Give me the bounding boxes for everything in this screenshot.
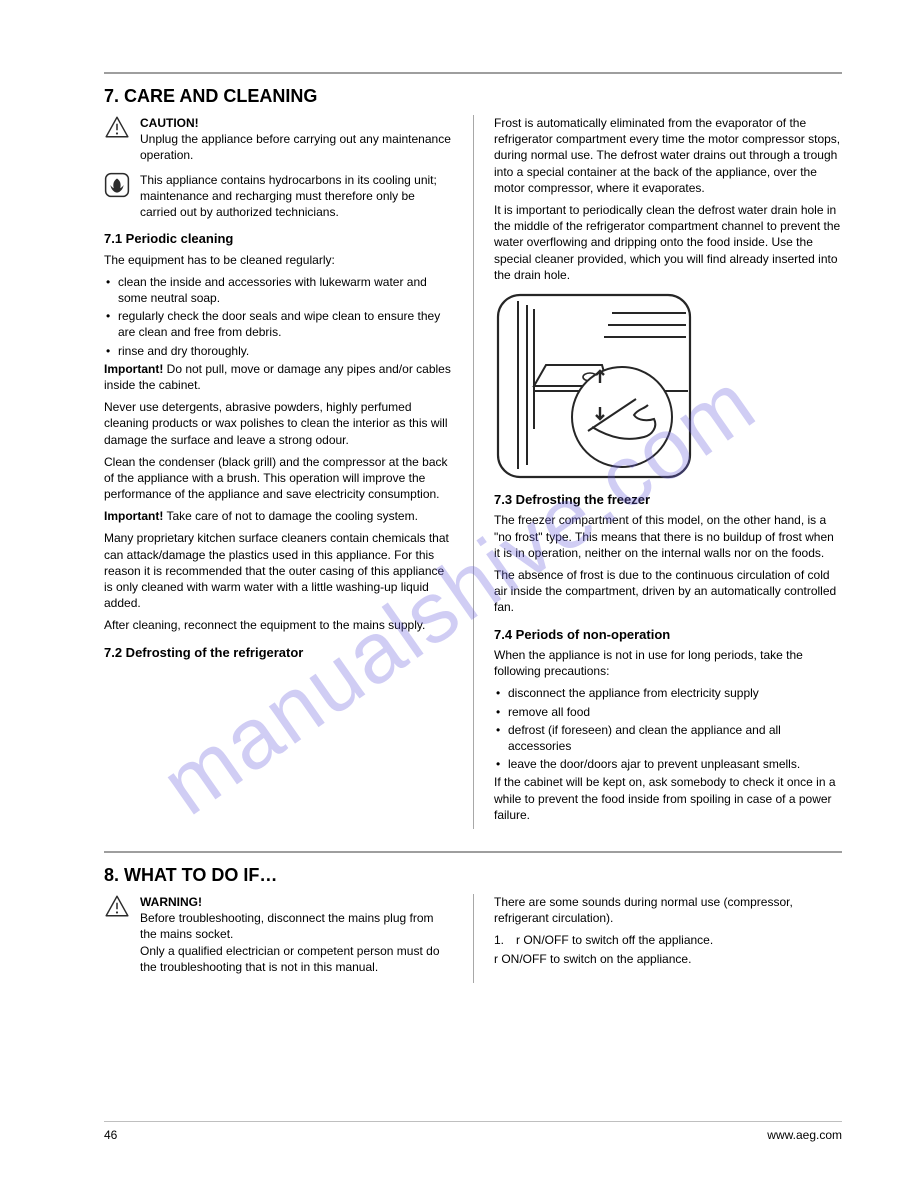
care-col-left: CAUTION! Unplug the appliance before car… (104, 115, 473, 829)
important-label: Important! (104, 362, 163, 376)
para-nofrost: The freezer compartment of this model, o… (494, 512, 842, 561)
para-sounds: There are some sounds during normal use … (494, 894, 842, 926)
list-item: clean the inside and accessories with lu… (104, 274, 453, 306)
important-text-1b: Never use detergents, abrasive powders, … (104, 399, 453, 448)
list-item: defrost (if foreseen) and clean the appl… (494, 722, 842, 754)
list-item: regularly check the door seals and wipe … (104, 308, 453, 340)
caution-icon (104, 115, 130, 164)
warning-icon (104, 894, 130, 975)
para-reconnect: After cleaning, reconnect the equipment … (104, 617, 453, 633)
subhead-defrost-freezer: 7.3 Defrosting the freezer (494, 491, 842, 509)
care-col-right: Frost is automatically eliminated from t… (473, 115, 842, 829)
section-rule (104, 72, 842, 74)
eco-icon (104, 172, 130, 221)
troubleshoot-col-left: WARNING! Before troubleshooting, disconn… (104, 894, 473, 983)
important-text-2: Take care of not to damage the cooling s… (163, 509, 418, 523)
list-item: rinse and dry thoroughly. (104, 343, 453, 359)
eco-text: This appliance contains hydrocarbons in … (140, 173, 437, 219)
footer-site: www.aeg.com (767, 1128, 842, 1142)
section-title-troubleshoot: 8. WHAT TO DO IF… (104, 865, 842, 886)
list-item: disconnect the appliance from electricit… (494, 685, 842, 701)
warning-text-2: Only a qualified electrician or competen… (140, 944, 440, 974)
drain-clean-figure (494, 291, 694, 481)
para-defrost-auto: Frost is automatically eliminated from t… (494, 115, 842, 196)
warning-text-1: Before troubleshooting, disconnect the m… (140, 911, 434, 941)
subhead-periodic-cleaning: 7.1 Periodic cleaning (104, 230, 453, 248)
para-drain-hole: It is important to periodically clean th… (494, 202, 842, 283)
important-label: Important! (104, 509, 163, 523)
para-condenser: Clean the condenser (black grill) and th… (104, 454, 453, 503)
page-number: 46 (104, 1128, 117, 1142)
section-title-care: 7. CARE AND CLEANING (104, 86, 842, 107)
list-item: leave the door/doors ajar to prevent unp… (494, 756, 842, 772)
list-item: remove all food (494, 704, 842, 720)
step-number: 1. (494, 932, 508, 948)
subhead-nonoperation: 7.4 Periods of non-operation (494, 626, 842, 644)
step-text: r ON/OFF to switch off the appliance. (516, 932, 713, 948)
para-nonop-intro: When the appliance is not in use for lon… (494, 647, 842, 679)
caution-text: Unplug the appliance before carrying out… (140, 132, 451, 162)
footer-rule (104, 1121, 842, 1122)
troubleshoot-col-right: There are some sounds during normal use … (473, 894, 842, 983)
para-fan: The absence of frost is due to the conti… (494, 567, 842, 616)
warning-label: WARNING! (140, 895, 202, 909)
subhead-defrost-fridge: 7.2 Defrosting of the refrigerator (104, 644, 453, 662)
section-rule (104, 851, 842, 853)
para-clean-intro: The equipment has to be cleaned regularl… (104, 252, 453, 268)
para-kept-on: If the cabinet will be kept on, ask some… (494, 774, 842, 823)
caution-label: CAUTION! (140, 116, 199, 130)
para-kitchen-cleaners: Many proprietary kitchen surface cleaner… (104, 530, 453, 611)
page-footer: 46 www.aeg.com (104, 1121, 842, 1142)
troubleshoot-columns: WARNING! Before troubleshooting, disconn… (104, 894, 842, 983)
para-switchon: r ON/OFF to switch on the appliance. (494, 951, 842, 967)
care-columns: CAUTION! Unplug the appliance before car… (104, 115, 842, 829)
